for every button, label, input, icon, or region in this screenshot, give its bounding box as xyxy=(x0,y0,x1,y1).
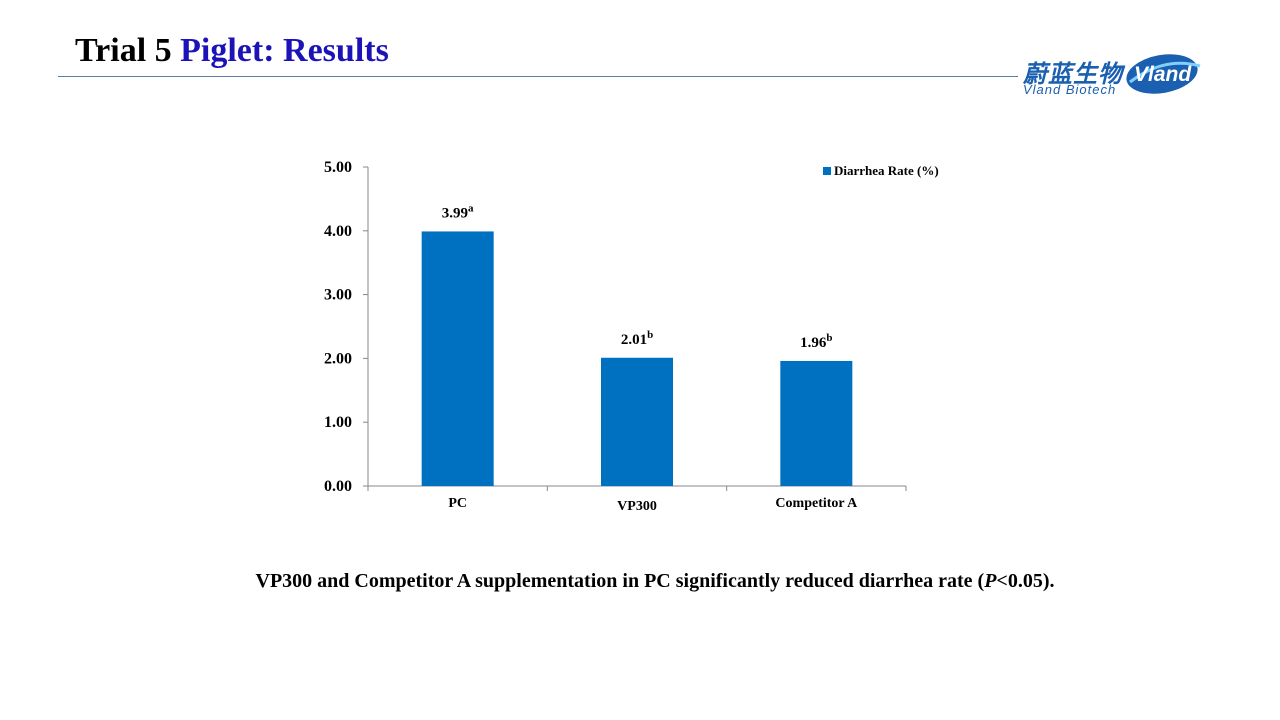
logo-chinese-text: 蔚蓝生物 xyxy=(1023,61,1123,88)
y-tick-label: 1.00 xyxy=(324,414,352,431)
conclusion-caption: VP300 and Competitor A supplementation i… xyxy=(0,570,1280,593)
title-accent: Piglet: Results xyxy=(180,32,389,69)
company-logo: 蔚蓝生物 Vland Biotech Vland xyxy=(1020,54,1210,100)
y-tick-label: 4.00 xyxy=(324,223,352,240)
y-tick-label: 2.00 xyxy=(324,350,352,367)
logo-english-text: Vland Biotech xyxy=(1023,82,1117,97)
bar-competitor-a xyxy=(780,360,853,486)
y-tick-label: 0.00 xyxy=(324,478,352,495)
data-label: 3.99a xyxy=(442,202,474,221)
x-category-label: Competitor A xyxy=(775,496,858,511)
data-label-value: 3.99 xyxy=(442,205,468,221)
vland-logo-mark: Vland xyxy=(1126,54,1201,94)
x-category-label: VP300 xyxy=(617,499,657,514)
bar-chart: 0.001.002.003.004.005.00 3.99aPC2.01bVP3… xyxy=(324,159,939,514)
chart-bars xyxy=(421,231,853,486)
data-label-superscript: b xyxy=(826,332,832,344)
data-label-superscript: a xyxy=(468,202,474,214)
data-label: 2.01b xyxy=(621,329,653,348)
data-label-superscript: b xyxy=(647,329,653,341)
caption-text-after: <0.05). xyxy=(996,570,1055,592)
y-tick-label: 3.00 xyxy=(324,287,352,304)
data-label: 1.96b xyxy=(800,332,832,351)
data-label-value: 2.01 xyxy=(621,332,647,348)
bar-vp300 xyxy=(601,357,673,486)
legend-label: Diarrhea Rate (%) xyxy=(834,163,939,178)
caption-text-before: VP300 and Competitor A supplementation i… xyxy=(255,570,985,592)
legend-swatch xyxy=(823,167,831,175)
y-tick-label: 5.00 xyxy=(324,159,352,176)
title-divider xyxy=(58,76,1018,77)
page-title: Trial 5 Piglet: Results xyxy=(75,32,389,70)
x-category-label: PC xyxy=(448,496,467,511)
title-main: Trial 5 xyxy=(75,32,181,69)
data-label-value: 1.96 xyxy=(800,335,827,351)
chart-legend: Diarrhea Rate (%) xyxy=(823,163,939,178)
caption-p-value: P xyxy=(984,570,997,592)
logo-mark-text: Vland xyxy=(1134,63,1192,86)
bar-pc xyxy=(421,231,494,486)
